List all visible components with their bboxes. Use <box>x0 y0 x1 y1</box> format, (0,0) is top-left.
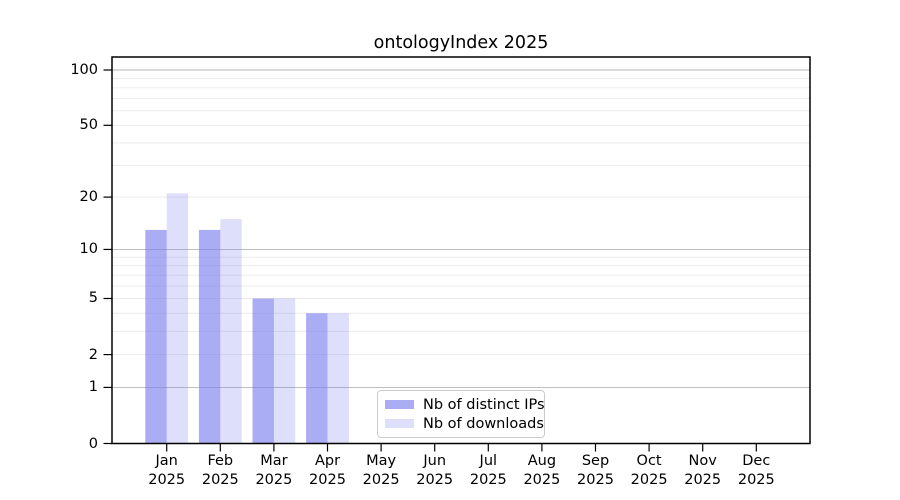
x-tick-label: Apr 2025 <box>296 452 360 489</box>
legend-swatch-downloads <box>385 418 414 429</box>
x-tick-year: 2025 <box>469 471 507 488</box>
x-tick-year: 2025 <box>577 471 614 488</box>
x-tick-year: 2025 <box>255 471 293 488</box>
bar-apr-distinct-ips <box>306 313 328 444</box>
bar-feb-distinct-ips <box>198 229 221 444</box>
x-tick-month: Aug <box>527 453 557 469</box>
x-tick-month: Sep <box>581 453 610 469</box>
chart-title: ontologyIndex 2025 <box>373 33 549 53</box>
bar-apr-downloads <box>327 313 349 444</box>
x-tick-month: Dec <box>742 453 771 469</box>
x-tick-year: 2025 <box>148 471 186 488</box>
x-tick-label: Aug 2025 <box>510 452 574 489</box>
bar-jan-distinct-ips <box>145 229 167 444</box>
x-tick-year: 2025 <box>201 471 239 488</box>
y-tick-label: 10 <box>79 241 98 258</box>
x-tick-label: Mar 2025 <box>242 452 306 489</box>
x-tick-label: Jun 2025 <box>403 452 467 489</box>
legend-label-distinct-ips: Nb of distinct IPs <box>423 396 545 413</box>
x-tick-month: Oct <box>636 453 662 469</box>
legend-swatch-distinct-ips <box>385 399 414 410</box>
bar-feb-downloads <box>220 219 242 444</box>
x-tick-year: 2025 <box>309 471 346 488</box>
x-tick-label: Jul 2025 <box>456 452 520 489</box>
x-tick-year: 2025 <box>362 471 400 488</box>
y-tick-label: 1 <box>88 379 98 396</box>
y-tick-label: 20 <box>79 189 98 206</box>
y-tick-label: 100 <box>70 62 98 78</box>
x-tick-year: 2025 <box>416 471 454 488</box>
y-tick-label: 2 <box>88 346 98 363</box>
legend-label-downloads: Nb of downloads <box>423 415 544 432</box>
legend: Nb of distinct IPs Nb of downloads <box>377 390 545 438</box>
x-tick-label: Oct 2025 <box>617 452 681 489</box>
x-tick-month: Jun <box>423 453 447 469</box>
x-tick-month: Jul <box>479 453 498 469</box>
axes-frame <box>111 56 811 445</box>
x-tick-year: 2025 <box>684 471 722 488</box>
x-tick-label: Dec 2025 <box>724 452 788 489</box>
x-tick-month: Nov <box>688 453 717 469</box>
x-tick-month: May <box>366 453 397 469</box>
x-tick-year: 2025 <box>737 471 775 488</box>
x-tick-month: Feb <box>207 453 234 469</box>
y-tick-label: 5 <box>88 290 98 307</box>
x-tick-label: May 2025 <box>349 452 413 489</box>
x-tick-month: Jan <box>155 453 178 469</box>
y-tick-label: 0 <box>88 435 98 452</box>
bar-mar-distinct-ips <box>252 298 274 444</box>
y-tick-label: 50 <box>79 117 98 134</box>
x-tick-year: 2025 <box>630 471 668 488</box>
bar-mar-downloads <box>273 298 296 444</box>
x-tick-label: Sep 2025 <box>564 452 628 489</box>
x-tick-label: Jan 2025 <box>135 452 199 489</box>
legend-item: Nb of distinct IPs <box>385 397 545 413</box>
x-tick-month: Apr <box>314 453 341 469</box>
legend-item: Nb of downloads <box>385 416 544 432</box>
x-tick-month: Mar <box>260 453 288 469</box>
x-tick-year: 2025 <box>523 471 561 488</box>
x-tick-label: Feb 2025 <box>188 452 252 489</box>
bar-jan-downloads <box>166 193 189 444</box>
x-tick-label: Nov 2025 <box>671 452 735 489</box>
